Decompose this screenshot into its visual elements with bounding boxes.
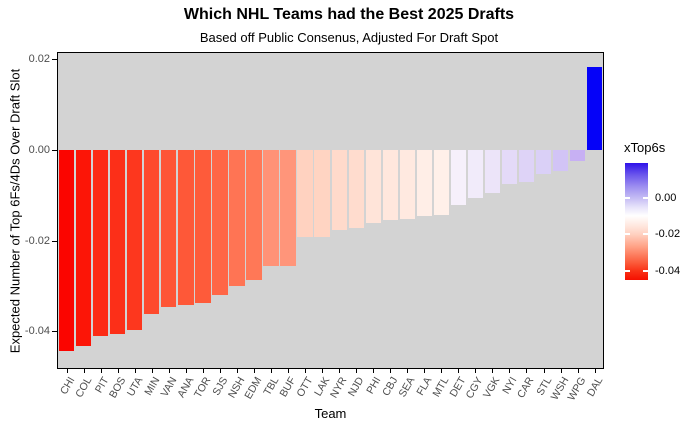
bar-FLA xyxy=(416,150,432,217)
bar-PIT xyxy=(93,150,109,336)
x-tick-mark xyxy=(543,369,545,373)
chart-title: Which NHL Teams had the Best 2025 Drafts xyxy=(183,6,515,23)
x-tick-mark xyxy=(151,369,153,373)
x-tick-mark xyxy=(83,369,85,373)
bar-STL xyxy=(535,150,552,175)
x-tick-mark xyxy=(236,369,238,373)
bar-BUF xyxy=(280,150,296,266)
x-tick-mark xyxy=(373,369,375,373)
x-tick-mark xyxy=(407,369,409,373)
x-tick-mark xyxy=(202,369,204,373)
bar-ANA xyxy=(178,150,194,305)
bar-MTL xyxy=(433,150,449,216)
legend-tick-label: -0.02 xyxy=(655,228,681,241)
x-tick-mark xyxy=(475,369,477,373)
bar-CGY xyxy=(467,150,484,198)
x-tick-mark xyxy=(288,369,290,373)
x-tick-mark xyxy=(66,369,68,373)
bar-OTT xyxy=(297,150,313,238)
x-tick-mark xyxy=(560,369,562,373)
plot-panel xyxy=(57,52,604,369)
bar-COL xyxy=(76,150,92,346)
bar-NYR xyxy=(331,150,347,230)
bar-LAK xyxy=(314,150,330,237)
x-tick-mark xyxy=(185,369,187,373)
legend-tick-mark xyxy=(625,233,630,236)
y-tick-label: -0.04 xyxy=(24,325,50,338)
legend-tick-mark xyxy=(643,269,648,272)
bar-MIN xyxy=(144,150,160,315)
x-tick-mark xyxy=(322,369,324,373)
bar-VGK xyxy=(484,150,501,193)
y-tick-label: -0.02 xyxy=(24,234,50,247)
y-tick-mark xyxy=(52,59,57,61)
bar-NSH xyxy=(229,150,245,286)
bar-BOS xyxy=(110,150,126,335)
legend-tick-label: 0.00 xyxy=(655,191,677,204)
bar-NYI xyxy=(501,150,518,184)
y-tick-mark xyxy=(52,150,57,151)
bar-UTA xyxy=(127,150,143,330)
x-tick-mark xyxy=(356,369,358,373)
x-tick-mark xyxy=(526,369,528,373)
bar-DAL xyxy=(586,67,603,150)
x-tick-mark xyxy=(594,369,596,373)
legend-tick-label: -0.04 xyxy=(655,264,681,277)
y-tick-mark xyxy=(52,240,57,242)
bar-EDM xyxy=(246,150,262,281)
bar-TBL xyxy=(263,150,279,267)
legend-tick-mark xyxy=(625,196,630,199)
x-tick-mark xyxy=(271,369,273,373)
legend-tick-mark xyxy=(625,269,630,272)
bar-SJS xyxy=(212,150,228,295)
legend-title: xTop6s xyxy=(624,140,666,155)
y-tick-mark xyxy=(52,331,57,333)
bar-NJD xyxy=(348,150,364,228)
x-tick-mark xyxy=(253,369,255,373)
x-tick-mark xyxy=(339,369,341,373)
legend-tick-mark xyxy=(643,233,648,236)
bar-TOR xyxy=(195,150,211,304)
x-tick-mark xyxy=(134,369,136,373)
x-tick-mark xyxy=(219,369,221,373)
x-tick-mark xyxy=(390,369,392,373)
bar-WPG xyxy=(569,150,586,161)
x-tick-mark xyxy=(441,369,443,373)
y-tick-label: 0.02 xyxy=(28,53,50,66)
bar-DET xyxy=(450,150,467,205)
chart-subtitle: Based off Public Consenus, Adjusted For … xyxy=(199,30,499,45)
x-tick-mark xyxy=(492,369,494,373)
x-tick-mark xyxy=(305,369,307,373)
bar-SEA xyxy=(399,150,415,220)
y-tick-label: 0.00 xyxy=(28,144,50,156)
x-tick-mark xyxy=(509,369,511,373)
legend-gradient-bar xyxy=(625,163,648,280)
bar-CBJ xyxy=(382,150,398,221)
y-axis-title: Expected Number of Top 6Fs/4Ds Over Draf… xyxy=(7,68,23,354)
bar-CHI xyxy=(59,150,75,351)
x-tick-mark xyxy=(168,369,170,373)
x-tick-mark xyxy=(458,369,460,373)
bar-PHI xyxy=(365,150,381,223)
legend-tick-mark xyxy=(643,196,648,199)
x-axis-title: Team xyxy=(314,406,347,421)
bar-CAR xyxy=(518,150,535,182)
x-tick-mark xyxy=(100,369,102,373)
bar-VAN xyxy=(161,150,177,308)
bar-WSH xyxy=(552,150,569,171)
x-tick-mark xyxy=(424,369,426,373)
x-tick-mark xyxy=(117,369,119,373)
x-tick-mark xyxy=(577,369,579,373)
